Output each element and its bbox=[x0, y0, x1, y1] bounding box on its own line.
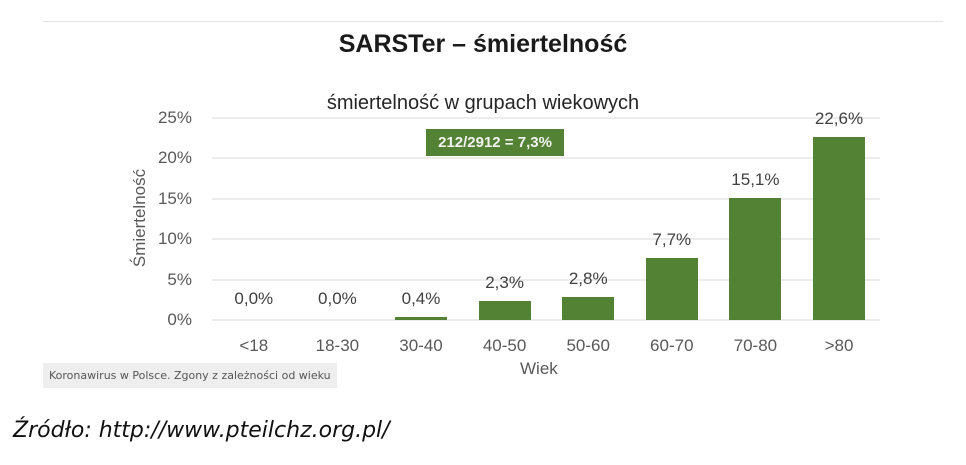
bar bbox=[729, 197, 782, 320]
gridline bbox=[212, 238, 880, 241]
value-label: 0,0% bbox=[318, 289, 357, 308]
x-tick-label: 30-40 bbox=[399, 336, 443, 355]
x-tick-label: 50-60 bbox=[566, 336, 610, 355]
value-label: 15,1% bbox=[731, 169, 780, 189]
y-axis-label: Śmiertelność bbox=[130, 168, 149, 268]
top-divider bbox=[43, 21, 943, 22]
gridline bbox=[212, 278, 880, 281]
x-tick-label: 60-70 bbox=[650, 336, 694, 355]
image-caption: Koronawirus w Polsce. Zgony z zależności… bbox=[43, 363, 337, 388]
bar bbox=[562, 297, 615, 320]
value-label: 7,7% bbox=[652, 229, 692, 249]
value-label: 0,0% bbox=[234, 289, 274, 308]
slide-title: SARSTer – śmiertelność bbox=[338, 30, 628, 58]
x-tick-label: >80 bbox=[824, 336, 854, 355]
bar bbox=[813, 137, 865, 320]
y-tick-label: 15% bbox=[157, 188, 192, 208]
source-link-text: Źródło: http://www.pteilchz.org.pl/ bbox=[13, 418, 390, 443]
y-tick-label: 0% bbox=[167, 310, 192, 329]
bar bbox=[395, 316, 447, 320]
gridline bbox=[212, 117, 880, 119]
y-tick-label: 5% bbox=[167, 269, 192, 289]
gridline bbox=[212, 157, 880, 160]
value-label: 0,4% bbox=[401, 288, 441, 308]
value-label: 2,3% bbox=[485, 273, 524, 293]
value-label: 22,6% bbox=[814, 109, 864, 129]
x-tick-label: 40-50 bbox=[482, 336, 527, 355]
y-tick-label: 20% bbox=[157, 148, 192, 168]
x-tick-label: 70-80 bbox=[733, 336, 778, 355]
value-label: 2,8% bbox=[568, 269, 608, 289]
summary-annotation: 212/2912 = 7,3% bbox=[426, 129, 564, 156]
y-tick-label: 25% bbox=[157, 108, 192, 127]
gridline bbox=[212, 197, 880, 200]
y-tick-label: 10% bbox=[157, 229, 192, 249]
x-tick-label: 18-30 bbox=[315, 336, 360, 355]
bar bbox=[478, 301, 531, 320]
bar bbox=[645, 257, 698, 320]
x-tick-label: <18 bbox=[239, 336, 269, 355]
chart-title: śmiertelność w grupach wiekowych bbox=[326, 92, 640, 114]
gridline bbox=[212, 319, 880, 321]
x-axis-label: Wiek bbox=[520, 359, 558, 378]
